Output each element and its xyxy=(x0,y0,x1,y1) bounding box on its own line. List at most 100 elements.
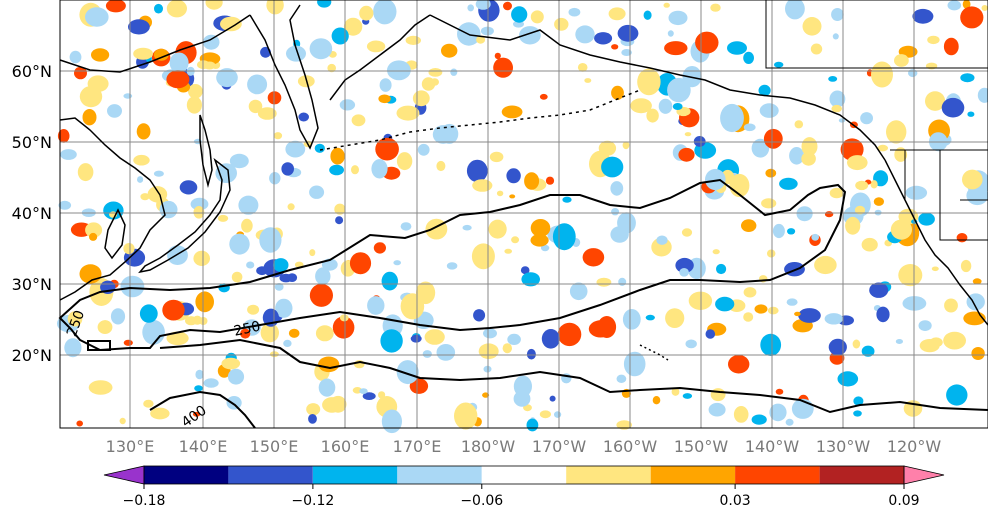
lon-label: 120°W xyxy=(887,437,942,456)
anomaly-blob xyxy=(519,26,541,45)
anomaly-blob xyxy=(85,222,103,238)
anomaly-blob xyxy=(767,249,776,258)
anomaly-blob xyxy=(845,216,861,235)
anomaly-blob xyxy=(763,128,783,149)
anomaly-blob xyxy=(288,328,300,338)
anomaly-blob xyxy=(824,313,843,325)
anomaly-blob xyxy=(685,339,697,349)
anomaly-blob xyxy=(621,49,632,56)
anomaly-blob xyxy=(785,0,805,20)
anomaly-blob xyxy=(89,232,98,241)
anomaly-blob xyxy=(380,329,403,353)
bering-coast xyxy=(329,14,431,101)
colorbar-extend-max xyxy=(903,465,945,485)
anomaly-blob xyxy=(205,0,223,10)
anomaly-blob xyxy=(765,168,777,178)
anomaly-blob xyxy=(501,105,523,119)
anomaly-blob xyxy=(775,388,784,395)
anomaly-blob xyxy=(446,262,458,270)
anomaly-blob xyxy=(274,283,284,291)
lon-label: 150°E xyxy=(250,437,299,456)
lon-label: 170°W xyxy=(532,437,587,456)
anomaly-blob xyxy=(396,105,420,121)
anomaly-blob xyxy=(727,41,747,55)
anomaly-blob xyxy=(349,252,372,275)
anomaly-blob xyxy=(203,378,219,388)
anomaly-blob xyxy=(540,244,550,252)
anomaly-blob xyxy=(472,179,493,192)
anomaly-blob xyxy=(688,291,713,310)
korea-coast xyxy=(104,208,126,260)
anomaly-blob xyxy=(637,68,661,96)
anomaly-blob xyxy=(705,168,726,191)
anomaly-blob xyxy=(60,149,77,160)
colorbar-segment xyxy=(566,466,651,484)
anomaly-blob xyxy=(852,339,861,349)
anomaly-blob xyxy=(441,43,458,58)
anomaly-blob xyxy=(153,170,164,177)
anomaly-blob xyxy=(462,224,472,231)
anomaly-blob xyxy=(594,32,613,45)
anomaly-blob xyxy=(710,388,726,402)
colorbar-segment xyxy=(144,466,229,484)
anomaly-blob xyxy=(668,10,688,26)
anomaly-blob xyxy=(123,93,133,99)
anomaly-blob xyxy=(715,296,735,312)
anomaly-blob xyxy=(309,38,333,60)
anomaly-blob xyxy=(166,0,187,18)
anomaly-blob xyxy=(829,90,846,108)
anomaly-blob xyxy=(664,41,688,56)
anomaly-blob xyxy=(557,322,582,347)
anomaly-blob xyxy=(705,329,716,339)
anomaly-blob xyxy=(331,27,349,45)
anomaly-blob xyxy=(759,103,779,118)
map-frame xyxy=(59,0,988,429)
anomaly-blob xyxy=(716,263,727,275)
anomaly-blob xyxy=(58,200,72,210)
anomaly-blob xyxy=(193,206,205,219)
anomaly-blob xyxy=(186,96,202,114)
anomaly-blob xyxy=(854,205,866,215)
anomaly-blob xyxy=(475,0,491,10)
anomaly-blob xyxy=(142,319,165,345)
lat-label: 50°N xyxy=(12,133,52,152)
anomaly-blob xyxy=(381,409,402,434)
anomaly-blob xyxy=(489,151,504,163)
contour-250-south xyxy=(159,338,988,414)
anomaly-blob xyxy=(483,328,497,339)
anomaly-blob xyxy=(682,393,693,399)
colorbar-segment xyxy=(228,466,313,484)
anomaly-blob xyxy=(577,63,588,72)
anomaly-blob xyxy=(646,108,659,123)
anomaly-blob xyxy=(539,93,548,100)
anomaly-blob xyxy=(743,123,756,132)
colorbar-tick-label: −0.12 xyxy=(291,493,334,509)
anomaly-blob xyxy=(870,180,878,189)
graticule xyxy=(60,0,988,428)
anomaly-blob xyxy=(811,233,819,241)
anomaly-blob xyxy=(554,411,562,418)
anomaly-blob xyxy=(202,34,220,50)
anomaly-blob xyxy=(695,31,719,54)
anomaly-blob xyxy=(329,164,344,176)
anomaly-blob xyxy=(853,410,862,417)
lon-label: 130°W xyxy=(816,437,871,456)
anomaly-blob xyxy=(541,329,560,349)
anomaly-blob xyxy=(832,33,839,40)
anomaly-blob xyxy=(133,154,150,166)
anomaly-blob xyxy=(283,339,292,347)
anomaly-blob xyxy=(618,277,627,286)
anomaly-blob xyxy=(217,214,229,222)
height-contours xyxy=(58,178,988,429)
anomaly-blob xyxy=(831,104,842,113)
anomaly-blob xyxy=(110,308,126,325)
anomaly-blob xyxy=(137,176,144,183)
anomaly-blob xyxy=(623,351,646,377)
anomaly-blob xyxy=(103,201,124,220)
anomaly-blob xyxy=(678,147,695,162)
anomaly-blob xyxy=(787,228,796,235)
anomaly-blob xyxy=(496,190,504,197)
anomaly-blob xyxy=(798,308,821,323)
anomaly-blob xyxy=(597,316,617,338)
